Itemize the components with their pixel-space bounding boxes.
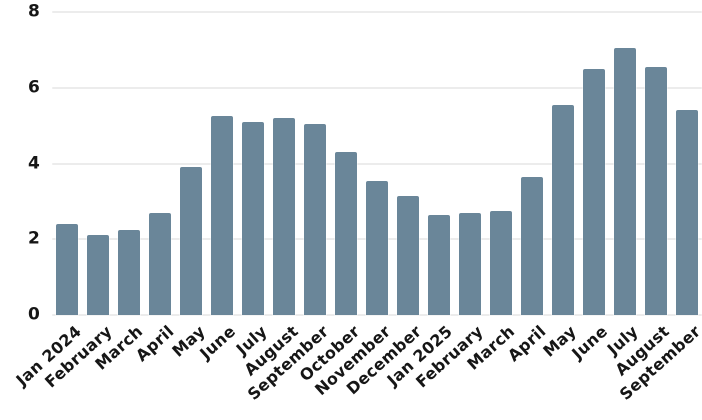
bar-may-4	[180, 167, 203, 315]
bar-november-10	[366, 180, 388, 315]
bar-august-19	[644, 66, 667, 315]
bar-june-5	[211, 116, 234, 315]
bar-december-11	[396, 195, 419, 315]
bar-september-20	[675, 110, 698, 315]
y-tick-label-2: 2	[27, 228, 40, 249]
y-tick-label-4: 4	[27, 153, 40, 173]
bar-july-18	[613, 47, 636, 315]
gridline-y6	[52, 86, 702, 89]
bar-june-17	[582, 68, 605, 315]
bar-february-13	[458, 212, 481, 315]
bar-july-6	[242, 121, 265, 315]
bar-april-15	[520, 176, 543, 315]
gridline-y4	[52, 162, 702, 165]
bar-jan-2024-0	[56, 224, 79, 315]
y-tick-label-0: 0	[27, 304, 40, 325]
bar-april-3	[149, 212, 172, 315]
y-tick-label-6: 6	[27, 77, 40, 98]
bar-september-8	[304, 123, 327, 315]
bar-may-16	[551, 104, 574, 315]
bar-jan-2025-12	[427, 214, 450, 315]
gridline-y0	[52, 314, 702, 316]
bar-october-9	[335, 152, 358, 315]
gridline-y8	[52, 11, 702, 13]
bar-march-14	[489, 210, 512, 315]
bar-august-7	[273, 118, 296, 315]
bar-march-2	[118, 229, 141, 315]
y-tick-label-8: 8	[27, 1, 40, 22]
bar-february-1	[87, 235, 110, 315]
